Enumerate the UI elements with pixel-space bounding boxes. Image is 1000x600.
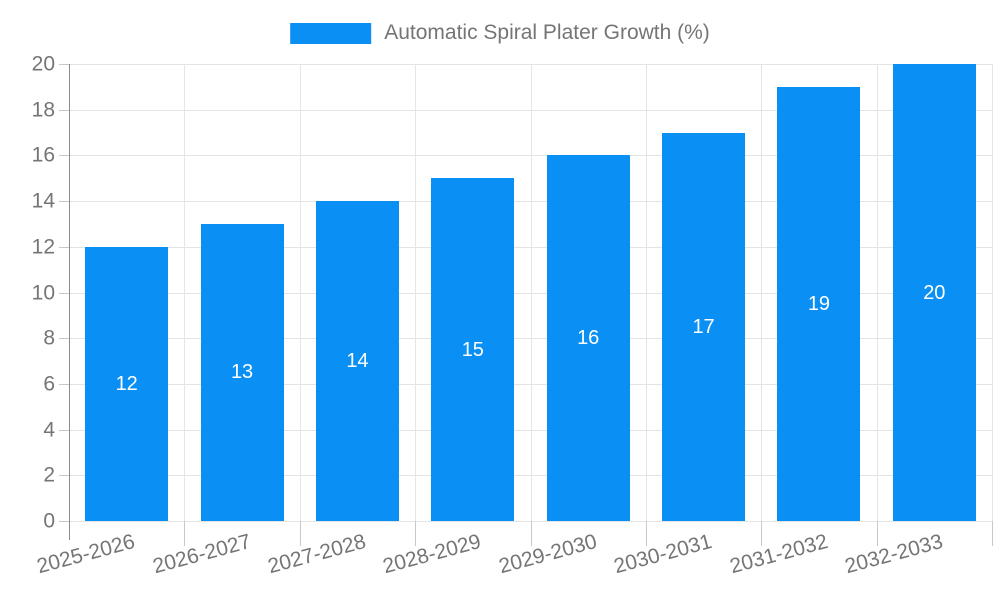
- gridline-vertical: [299, 64, 301, 521]
- y-axis-tick: [59, 429, 69, 431]
- bar[interactable]: 20: [892, 64, 976, 521]
- x-axis-label: 2029-2030: [496, 530, 600, 579]
- bar[interactable]: 14: [315, 201, 399, 521]
- y-axis-line: [69, 64, 70, 540]
- bar-value-label: 16: [577, 327, 600, 350]
- x-axis-label: 2032-2033: [842, 530, 946, 579]
- y-axis-tick: [59, 155, 69, 157]
- y-axis-tick: [59, 521, 69, 522]
- y-axis-tick: [59, 292, 69, 294]
- gridline-vertical: [645, 64, 647, 521]
- legend-swatch: [290, 22, 372, 44]
- x-axis-label: 2026-2027: [150, 530, 254, 579]
- gridline-vertical: [761, 64, 763, 521]
- bar-value-label: 14: [346, 350, 369, 373]
- x-axis-tick: [530, 521, 532, 546]
- bar[interactable]: 15: [431, 178, 515, 521]
- y-axis-tick: [59, 383, 69, 385]
- x-axis-label: 2025-2026: [34, 530, 138, 579]
- y-axis-label: 14: [31, 189, 55, 213]
- gridline-vertical: [530, 64, 532, 521]
- bar[interactable]: 16: [546, 155, 630, 521]
- x-axis-label: 2030-2031: [611, 530, 715, 579]
- gridline-vertical: [876, 64, 878, 521]
- y-axis-tick: [59, 201, 69, 203]
- y-axis-tick: [59, 109, 69, 111]
- y-axis-label: 2: [43, 463, 55, 487]
- x-axis-label: 2027-2028: [265, 530, 369, 579]
- y-axis-label: 8: [43, 326, 55, 350]
- y-axis-tick: [59, 246, 69, 248]
- gridline-vertical: [415, 64, 417, 521]
- x-axis-label: 2028-2029: [380, 530, 484, 579]
- y-axis-label: 4: [43, 418, 55, 442]
- x-axis-tick: [184, 521, 186, 546]
- bar[interactable]: 17: [662, 132, 746, 521]
- bar-value-label: 15: [461, 338, 484, 361]
- bar-value-label: 12: [115, 372, 138, 395]
- gridline-vertical: [184, 64, 186, 521]
- y-axis-label: 16: [31, 143, 55, 167]
- bar[interactable]: 13: [200, 223, 284, 521]
- bar-value-label: 13: [230, 361, 254, 384]
- y-axis-label: 12: [31, 235, 55, 259]
- y-axis-label: 6: [43, 372, 55, 396]
- x-axis-label: 2031-2032: [726, 530, 830, 579]
- x-axis-tick: [761, 521, 763, 546]
- x-axis-tick: [645, 521, 647, 546]
- y-axis-label: 0: [43, 509, 55, 533]
- y-axis-tick: [59, 475, 69, 477]
- x-axis-tick: [876, 521, 878, 546]
- bar-value-label: 20: [923, 281, 946, 304]
- y-axis-tick: [59, 64, 69, 65]
- y-axis-label: 20: [31, 52, 55, 76]
- bar[interactable]: 12: [85, 246, 169, 521]
- bar-value-label: 17: [692, 315, 715, 338]
- legend-label: Automatic Spiral Plater Growth (%): [384, 21, 710, 44]
- y-axis-label: 18: [31, 98, 55, 122]
- y-axis-label: 10: [31, 281, 55, 304]
- y-axis-tick: [59, 338, 69, 340]
- bar-value-label: 19: [807, 292, 831, 315]
- gridline-vertical: [992, 64, 993, 521]
- bar[interactable]: 19: [777, 86, 861, 521]
- x-axis-tick: [299, 521, 301, 546]
- legend-item[interactable]: Automatic Spiral Plater Growth (%): [290, 22, 710, 44]
- x-axis-tick: [992, 521, 993, 546]
- x-axis-tick: [415, 521, 417, 546]
